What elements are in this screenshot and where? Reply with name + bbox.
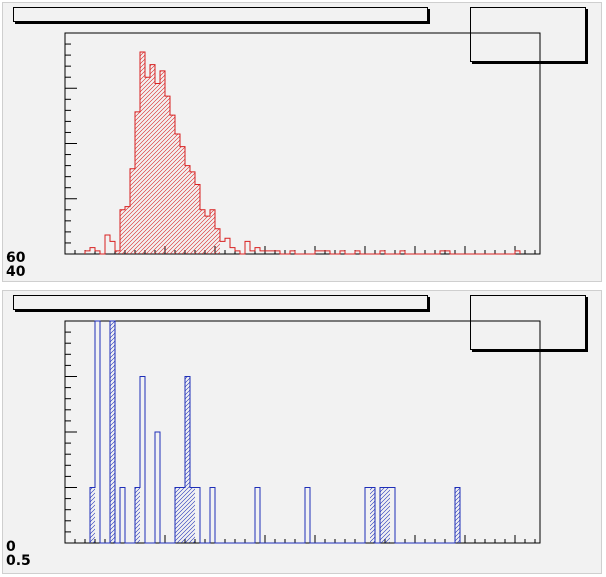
- histogram-bar: [90, 248, 95, 254]
- histogram-bar: [190, 487, 195, 543]
- histogram-bar: [455, 487, 460, 543]
- histogram-bar: [155, 432, 160, 543]
- histogram-outline: [89, 320, 461, 544]
- histogram-bar: [180, 146, 185, 254]
- histogram-bar: [195, 488, 200, 544]
- histogram-bar: [120, 488, 125, 544]
- pad-title-bottom: [13, 295, 428, 310]
- histogram-bar: [90, 487, 95, 543]
- histogram-bar: [165, 96, 170, 255]
- histogram-bar: [210, 488, 215, 544]
- histogram-bar: [130, 168, 135, 254]
- histogram-bar: [125, 206, 130, 254]
- histogram-bar: [115, 250, 120, 254]
- histogram-bar: [245, 241, 250, 254]
- histogram-bar: [230, 248, 235, 254]
- histogram-bar: [225, 238, 230, 254]
- y-tick-label: 0: [6, 539, 16, 555]
- y-tick-label: 0.5: [6, 553, 31, 569]
- histogram-pad-top[interactable]: [2, 2, 602, 282]
- histogram-bar: [140, 51, 145, 254]
- histogram-bar: [145, 77, 150, 254]
- histogram-bar: [195, 184, 200, 254]
- histogram-bar: [135, 111, 140, 254]
- histogram-bar: [95, 321, 100, 543]
- histogram-bar: [365, 488, 370, 544]
- histogram-bar: [155, 83, 160, 254]
- histogram-bar: [255, 488, 260, 544]
- histogram-bar: [305, 488, 310, 544]
- histogram-bar: [385, 487, 390, 543]
- histogram-bar: [185, 376, 190, 543]
- histogram-bar: [140, 377, 145, 544]
- stats-box-top[interactable]: [470, 7, 586, 62]
- histogram-bar: [390, 488, 395, 544]
- histogram-bar: [110, 321, 115, 543]
- histogram-bar: [190, 171, 195, 254]
- pad-title-top: [13, 7, 428, 22]
- histogram-bar: [110, 241, 115, 254]
- histogram-bar: [135, 487, 140, 543]
- histogram-bar: [220, 241, 225, 254]
- histogram-bar: [150, 64, 155, 254]
- histogram-bar: [105, 235, 110, 254]
- y-tick-label: 60: [6, 250, 26, 266]
- y-tick-label: 40: [6, 264, 26, 280]
- histogram-bar: [205, 216, 210, 254]
- histogram-bar: [180, 487, 185, 543]
- histogram-outline: [84, 51, 521, 255]
- histogram-pad-bottom[interactable]: [2, 290, 602, 574]
- histogram-bar: [380, 487, 385, 543]
- histogram-bar: [120, 209, 125, 254]
- histogram-bar: [200, 209, 205, 254]
- histogram-bar: [185, 165, 190, 254]
- histogram-bar: [255, 248, 260, 254]
- histogram-bar: [370, 487, 375, 543]
- plot-area-bottom: 00.5: [6, 320, 541, 569]
- histogram-bar: [160, 70, 165, 254]
- histogram-bar: [175, 487, 180, 543]
- histogram-bar: [175, 134, 180, 254]
- stats-box-bottom[interactable]: [470, 295, 586, 350]
- histogram-bar: [210, 209, 215, 254]
- histogram-bar: [215, 228, 220, 254]
- histogram-bar: [170, 115, 175, 254]
